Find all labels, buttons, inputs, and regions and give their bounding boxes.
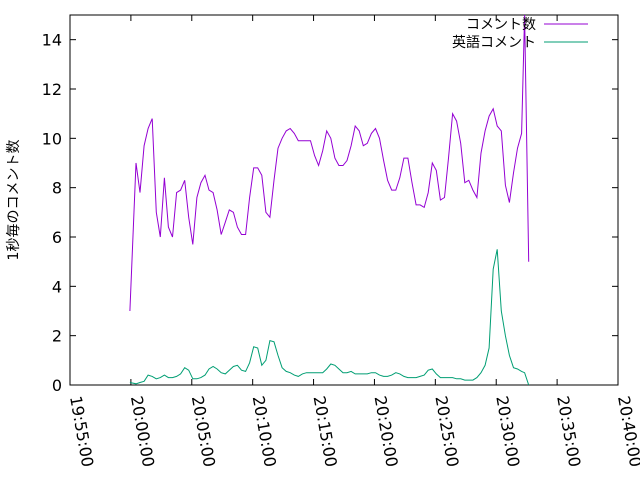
x-tick-label: 20:30:00	[492, 394, 523, 468]
series-lines	[129, 14, 530, 386]
x-tick-label: 19:55:00	[66, 394, 97, 468]
x-tick-label: 20:40:00	[614, 394, 640, 468]
y-tick-label: 8	[52, 179, 62, 198]
y-tick-label: 4	[52, 277, 62, 296]
y-tick-label: 2	[52, 327, 62, 346]
y-tick-label: 10	[42, 129, 62, 148]
x-tick-label: 20:25:00	[431, 394, 462, 468]
legend: コメント数 英語コメント	[452, 17, 588, 51]
x-tick-label: 20:15:00	[310, 394, 341, 468]
x-axis-ticks: 19:55:00 20:00:00 20:05:00 20:10:00 20:15:00…	[66, 15, 640, 468]
plot-frame	[69, 14, 619, 386]
series-line-1	[129, 249, 530, 386]
y-tick-label: 6	[52, 228, 62, 247]
x-tick-label: 20:10:00	[249, 394, 280, 468]
y-axis-ticks: 0 2 4 6 8 10 12 14	[42, 31, 618, 395]
legend-label-english-comments: 英語コメント	[452, 34, 536, 51]
x-tick-label: 20:00:00	[127, 394, 158, 468]
y-axis-label: 1秒毎のコメント数	[6, 140, 22, 261]
y-tick-label: 14	[42, 31, 62, 50]
x-tick-label: 20:05:00	[188, 394, 219, 468]
y-tick-label: 0	[52, 376, 62, 395]
x-tick-label: 20:35:00	[553, 394, 584, 468]
x-tick-label: 20:20:00	[371, 394, 402, 468]
series-line-0	[129, 14, 530, 312]
y-tick-label: 12	[42, 80, 62, 99]
legend-label-comment-count: コメント数	[466, 17, 536, 33]
